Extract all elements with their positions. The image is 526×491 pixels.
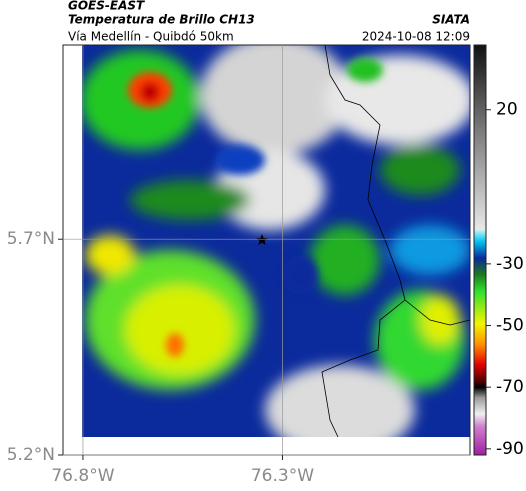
colorbar-tick-label: -50: [496, 316, 524, 336]
source: SIATA: [432, 13, 470, 27]
satellite: GOES-EAST: [68, 0, 145, 13]
colorbar-tick-label: -30: [496, 254, 524, 274]
temperature-field: [82, 45, 470, 437]
product: Temperatura de Brillo CH13: [68, 13, 255, 27]
lat-tick-label: 5.7°N: [7, 229, 55, 249]
colorbar-tick-label: -70: [496, 377, 524, 397]
colorbar-tick-label: 20: [496, 100, 518, 120]
colorbar-tick-label: -90: [496, 439, 524, 459]
timestamp: 2024-10-08 12:09: [362, 30, 470, 44]
lon-tick-label: 76.3°W: [251, 466, 314, 486]
colorbar: [473, 44, 487, 456]
lat-tick-label: 5.2°N: [7, 445, 55, 465]
route: Vía Medellín - Quibdó 50km: [68, 30, 234, 44]
lon-tick-label: 76.8°W: [51, 466, 114, 486]
